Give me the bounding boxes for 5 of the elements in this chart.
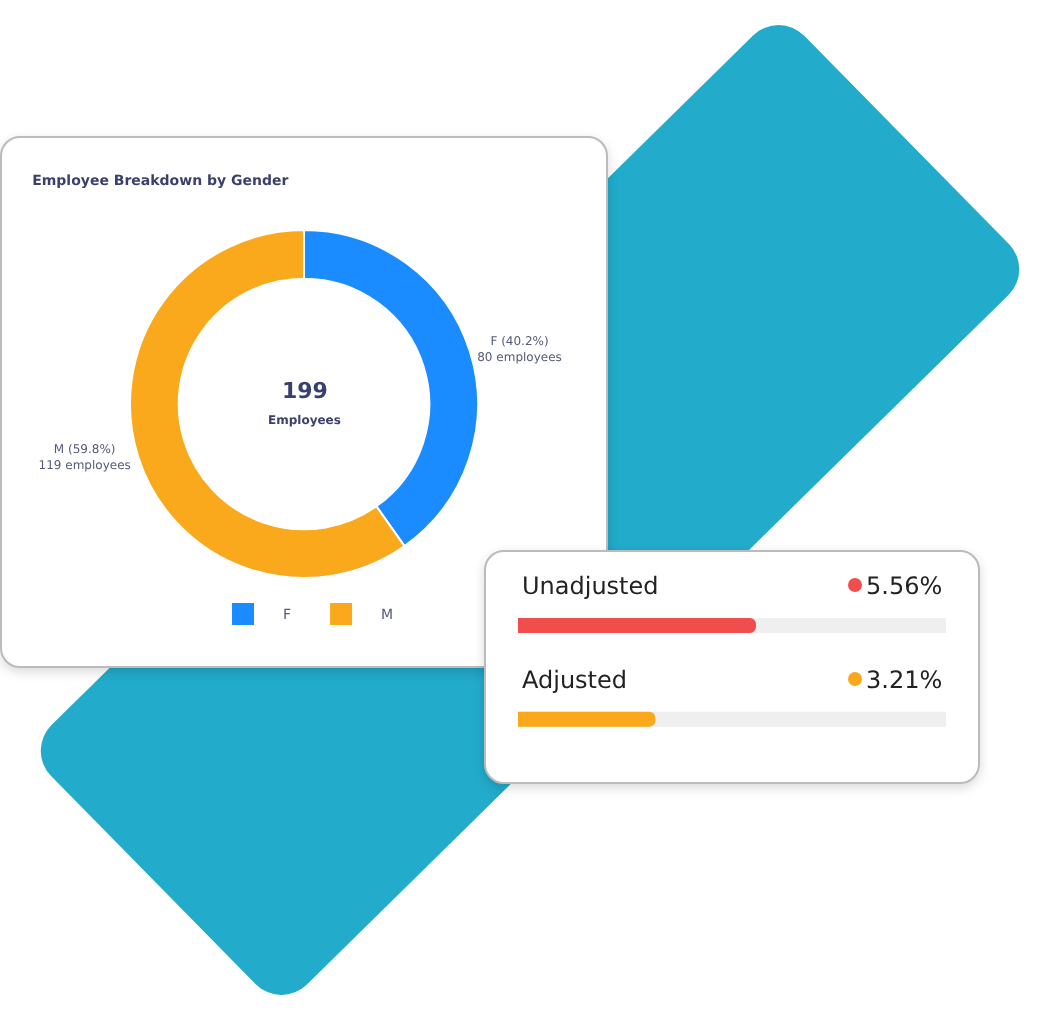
text: 199 — [282, 378, 328, 404]
y-tick-label: Unadjusted — [522, 572, 659, 600]
y-tick-label: Adjusted — [522, 666, 628, 694]
data-label: 3.21% — [866, 666, 943, 694]
data-label: 5.56% — [866, 572, 943, 600]
